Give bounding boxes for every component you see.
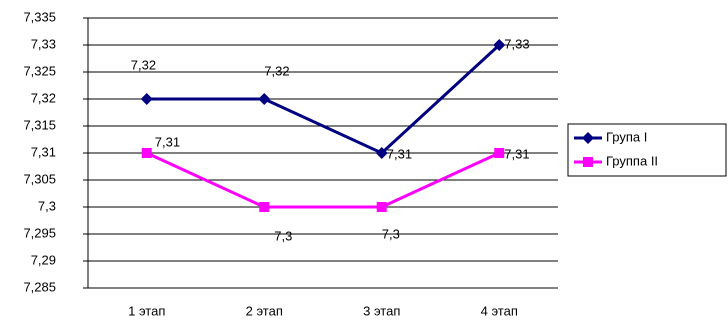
marker [493,39,506,51]
legend-label: Група I [606,129,647,144]
data-label: 7,3 [274,228,292,243]
marker [259,202,270,212]
y-tick-label: 7,315 [23,117,56,132]
x-tick-label: 3 этап [363,303,400,318]
series-line [146,151,500,209]
marker [375,147,388,159]
legend-box [567,123,727,177]
data-label: 7,32 [264,63,289,78]
y-tick-label: 7,32 [31,90,56,105]
legend-label: Группа II [606,153,658,168]
data-label: 7,3 [382,226,400,241]
y-tick-label: 7,285 [23,279,56,294]
marker [494,148,505,158]
y-tick-label: 7,3 [38,198,56,213]
marker [376,202,387,212]
y-tick-label: 7,33 [31,36,56,51]
marker [583,157,593,167]
data-label: 7,32 [131,57,156,72]
data-label: 7,33 [504,36,529,51]
y-tick-label: 7,325 [23,63,56,78]
x-tick-label: 2 этап [246,303,283,318]
y-tick-label: 7,295 [23,225,56,240]
series-line [146,43,501,155]
data-label: 7,31 [387,146,412,161]
marker [582,132,594,144]
marker [140,93,153,105]
y-tick-label: 7,305 [23,171,56,186]
x-tick-label: 1 этап [128,303,165,318]
y-tick-label: 7,335 [23,9,56,24]
x-tick-label: 4 этап [481,303,518,318]
marker [141,148,152,158]
data-label: 7,31 [504,146,529,161]
y-tick-label: 7,29 [31,252,56,267]
data-label: 7,31 [155,134,180,149]
y-tick-label: 7,31 [31,144,56,159]
marker [258,93,271,105]
